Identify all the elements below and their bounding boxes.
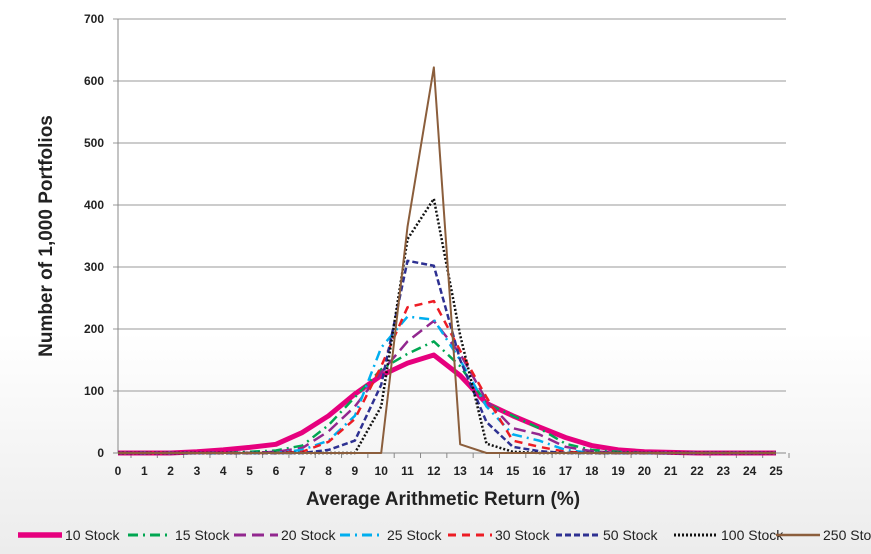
x-tick-label: 13: [453, 464, 467, 478]
y-tick-label: 400: [84, 198, 104, 212]
series-line-10-stock: [118, 352, 776, 456]
x-tick-label: 22: [690, 464, 704, 478]
x-tick-label: 6: [273, 464, 280, 478]
x-tick-label: 24: [743, 464, 757, 478]
x-tick-label: 7: [299, 464, 306, 478]
x-tick-label: 17: [559, 464, 573, 478]
legend-label: 100 Stock: [721, 527, 784, 543]
legend-label: 30 Stock: [495, 527, 550, 543]
series-line-30-stock: [118, 299, 776, 455]
x-tick-label: 12: [427, 464, 441, 478]
y-tick-label: 300: [84, 260, 104, 274]
x-tick-label: 5: [246, 464, 253, 478]
legend-label: 20 Stock: [281, 527, 336, 543]
x-axis-label: Average Arithmetic Return (%): [306, 489, 580, 510]
y-tick-label: 700: [84, 12, 104, 26]
legend-label: 50 Stock: [603, 527, 658, 543]
y-tick-label: 0: [97, 446, 104, 460]
x-tick-label: 18: [585, 464, 599, 478]
y-tick-label: 200: [84, 322, 104, 336]
x-tick-label: 19: [611, 464, 625, 478]
x-tick-label: 9: [352, 464, 359, 478]
y-tick-label: 600: [84, 74, 104, 88]
x-tick-label: 25: [769, 464, 783, 478]
x-tick-label: 11: [401, 464, 414, 478]
x-tick-label: 3: [194, 464, 201, 478]
x-tick-label: 20: [638, 464, 652, 478]
x-tick-label: 16: [532, 464, 546, 478]
series-line-250-stock: [118, 66, 776, 454]
y-tick-label: 500: [84, 136, 104, 150]
series-line-50-stock: [118, 259, 776, 455]
legend-label: 25 Stock: [387, 527, 442, 543]
legend-label: 10 Stock: [65, 527, 120, 543]
x-tick-label: 0: [115, 464, 122, 478]
x-tick-label: 2: [167, 464, 174, 478]
x-tick-label: 1: [141, 464, 148, 478]
x-tick-label: 10: [375, 464, 389, 478]
series-line-15-stock: [118, 340, 776, 455]
series-line-20-stock: [118, 319, 776, 455]
y-axis-label: Number of 1,000 Portfolios: [36, 115, 57, 357]
legend-label: 250 Stock: [823, 527, 871, 543]
legend-label: 15 Stock: [175, 527, 230, 543]
x-tick-label: 15: [506, 464, 520, 478]
x-tick-label: 8: [325, 464, 332, 478]
x-tick-label: 14: [480, 464, 494, 478]
x-tick-label: 4: [220, 464, 227, 478]
y-tick-label: 100: [84, 384, 104, 398]
x-tick-label: 21: [664, 464, 678, 478]
x-tick-label: 23: [717, 464, 731, 478]
